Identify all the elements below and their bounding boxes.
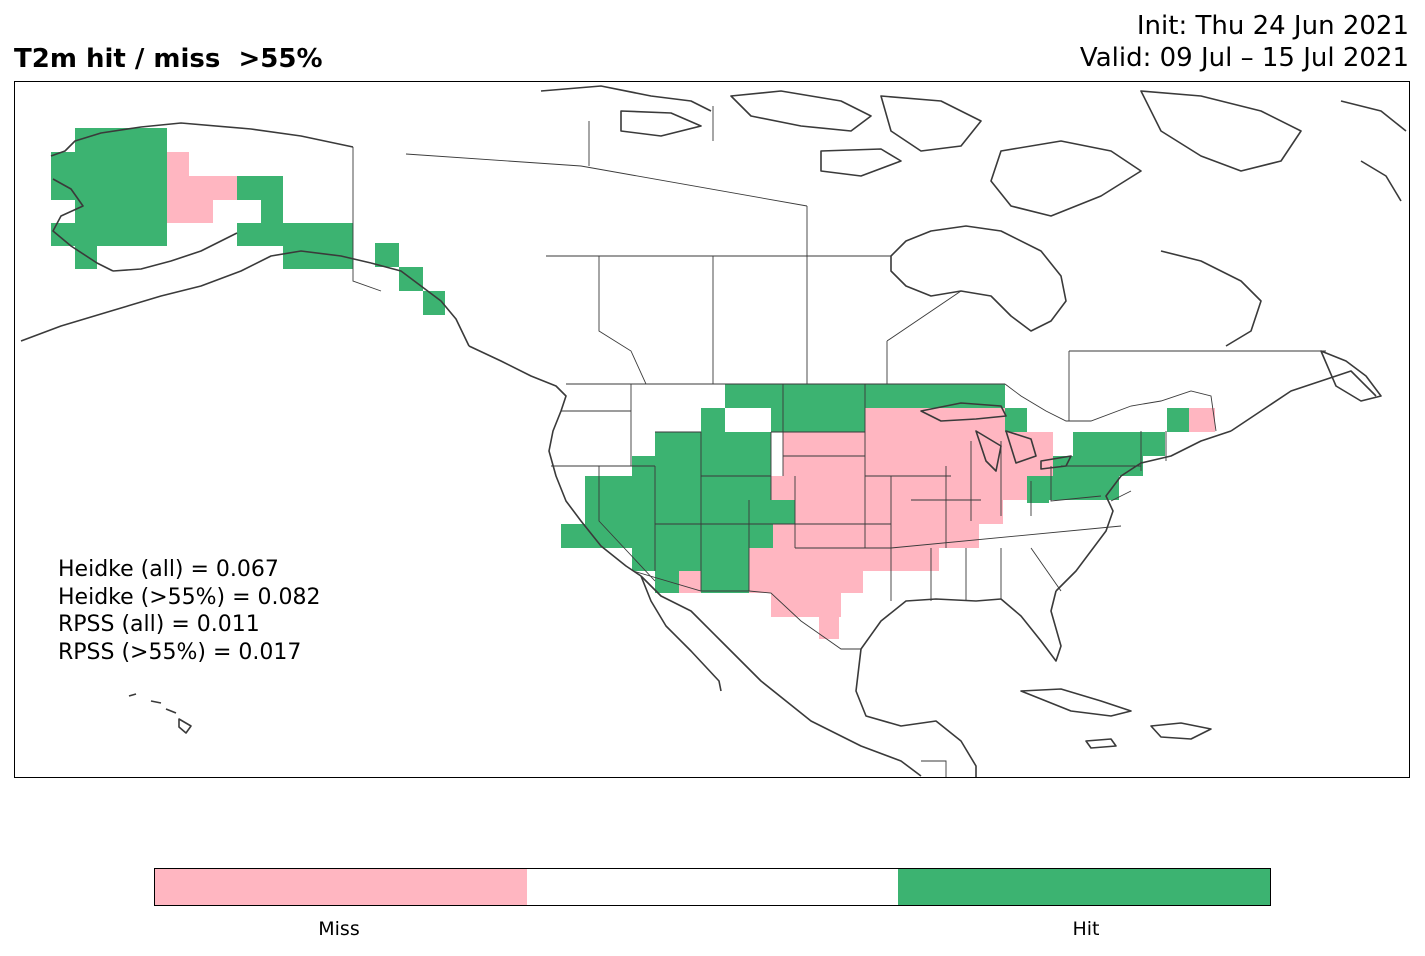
hit-cell [75,200,167,223]
hit-cells [51,128,1189,593]
hit-cell [725,384,783,408]
hit-cell [1073,432,1165,456]
hit-cell [783,384,865,408]
date-info: Init: Thu 24 Jun 2021 Valid: 09 Jul – 15… [1080,10,1409,74]
hit-cell [237,176,283,200]
colorbar-label-hit: Hit [1072,918,1100,940]
hit-cell [561,524,773,548]
hit-cell [701,432,771,476]
hit-cell [655,571,679,593]
score-panel: Heidke (all) = 0.067 Heidke (>55%) = 0.0… [58,556,321,666]
miss-cells [167,152,1215,639]
colorbar-label-miss: Miss [318,918,360,940]
miss-cell [679,571,701,593]
map-panel [14,81,1410,778]
hit-cell [51,152,167,176]
map-title: T2m hit / miss >55% [14,44,323,74]
hit-cell [237,223,353,246]
valid-range: Valid: 09 Jul – 15 Jul 2021 [1079,43,1409,73]
score-heidke-55: Heidke (>55%) = 0.082 [58,584,321,610]
hit-cell [585,476,771,500]
borders [352,106,1326,777]
coastlines [20,85,1407,777]
miss-cell [819,617,839,639]
miss-cell [795,500,1003,524]
hit-cell [632,548,749,571]
miss-cell [167,200,213,223]
hit-cell [771,408,865,432]
hit-cell [75,128,167,152]
miss-cell [749,548,939,571]
score-rpss-all: RPSS (all) = 0.011 [58,612,260,637]
hit-cell [283,246,353,269]
colorbar-hit [898,869,1271,905]
init-date: Init: Thu 24 Jun 2021 [1136,11,1409,41]
miss-cell [1189,408,1215,432]
miss-cell [865,408,1005,432]
colorbar [154,868,1271,906]
hit-cell [1027,500,1049,503]
miss-cell [773,524,979,548]
miss-cell [167,176,237,200]
miss-cell [749,571,863,593]
hit-cell [75,246,97,269]
hit-cell [375,243,399,267]
score-rpss-55: RPSS (>55%) = 0.017 [58,639,302,665]
hit-cell [51,223,167,246]
hit-cell [261,200,283,223]
hit-cell [701,571,749,593]
miss-cell [771,593,841,617]
colorbar-neutral [526,869,899,905]
hit-cell [585,500,795,524]
hit-cell [655,432,701,456]
miss-cell [167,152,189,176]
hit-cell [423,291,445,315]
hit-cell [632,456,701,476]
hit-cell [1027,476,1119,500]
map-svg [20,85,1407,777]
hit-cell [1167,408,1189,432]
hit-cell [701,408,725,432]
score-heidke-all: Heidke (all) = 0.067 [58,557,279,582]
hit-cell [1005,408,1027,432]
colorbar-miss [155,869,527,905]
miss-cell [771,476,1027,500]
